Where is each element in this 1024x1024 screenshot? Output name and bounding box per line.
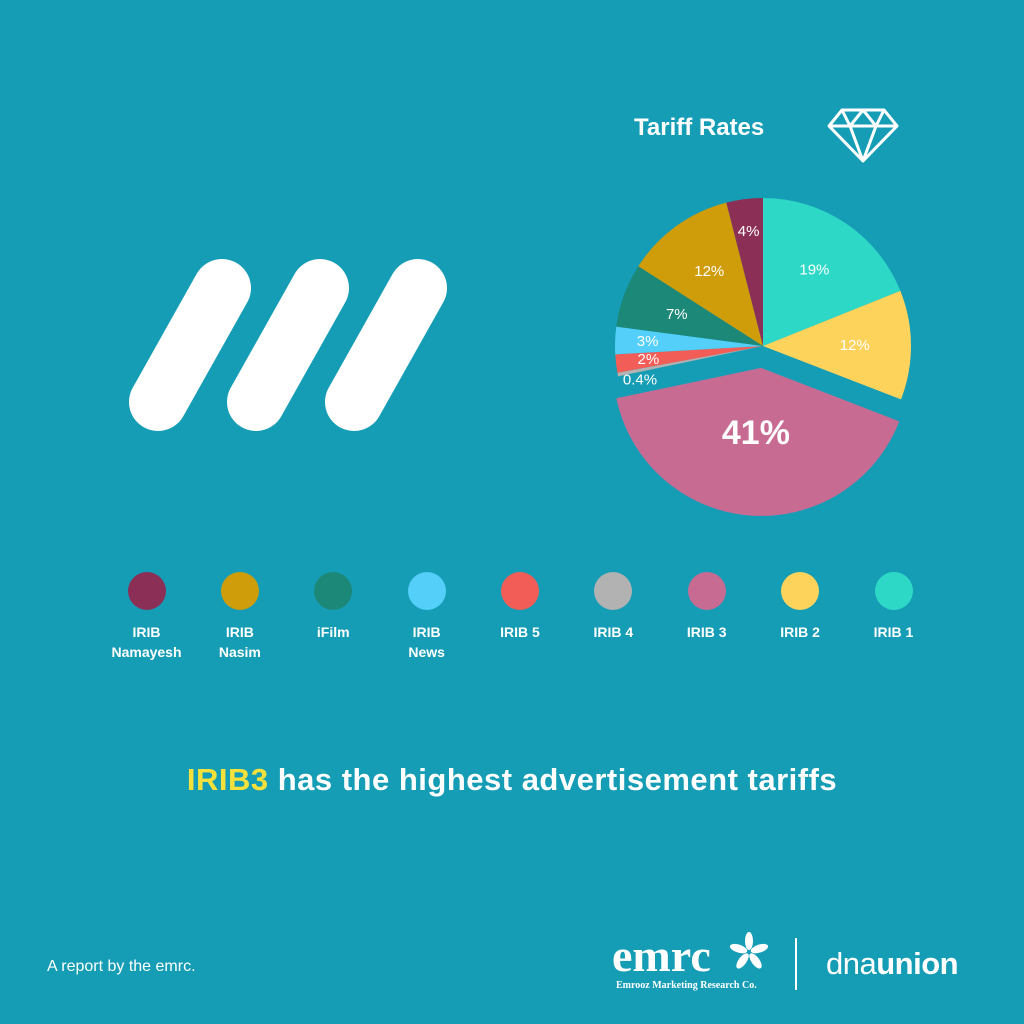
pie-label-irib-4: 0.4% (623, 372, 657, 389)
legend-label-ifilm: iFilm (316, 624, 350, 640)
pie-label-irib-5: 2% (638, 351, 660, 368)
pie-label-irib-news: 3% (637, 333, 659, 350)
brand-mark-logo (129, 259, 447, 431)
legend-label-irib-1: IRIB 1 (873, 624, 914, 640)
legend-swatch-irib-nasim (220, 572, 259, 610)
legend-item-irib-4: IRIB 4 (567, 572, 660, 672)
legend-item-ifilm: iFilm (287, 572, 380, 672)
headline: IRIB3 has the highest advertisement tari… (0, 762, 1024, 798)
pie-label-irib-2: 12% (840, 337, 870, 354)
logo-divider (795, 938, 797, 990)
pie-label-ifilm: 7% (666, 306, 688, 323)
dnaunion-logo-bold: union (876, 946, 959, 981)
pie-slice-irib-1 (763, 198, 901, 346)
pie-slice-irib-news (615, 326, 763, 355)
legend-item-irib-5: IRIB 5 (474, 572, 567, 672)
pie-label-irib-1: 19% (799, 261, 829, 278)
legend-label-irib-3: IRIB 3 (686, 624, 727, 640)
dnaunion-logo: dnaunion (826, 946, 959, 982)
pie-label-irib-namayesh: 4% (738, 223, 760, 240)
legend-swatch-ifilm (314, 572, 353, 610)
legend-item-irib-3: IRIB 3 (660, 572, 753, 672)
pie-chart: 19% 12% 41% 0.4% 2%3% 7% 12% 4% (615, 198, 911, 516)
emrc-tagline: Emrooz Marketing Research Co. (616, 980, 757, 991)
pie-slice-irib-nasim (638, 202, 763, 346)
legend-label-irib-news: IRIB News (408, 624, 445, 660)
legend-swatch-irib-namayesh (127, 572, 166, 610)
emrc-wordmark: emrc (612, 930, 711, 981)
pie-slice-irib-2 (763, 290, 911, 400)
legend-swatch-irib-1 (874, 572, 913, 610)
pie-slice-irib-3 (616, 367, 900, 516)
legend-label-irib-4: IRIB 4 (593, 624, 634, 640)
pie-slice-irib-5 (615, 346, 763, 373)
legend-swatch-irib-2 (781, 572, 820, 610)
legend-label-irib-2: IRIB 2 (780, 624, 820, 640)
dnaunion-logo-light: dna (826, 946, 877, 981)
pie-slice-ifilm (616, 266, 763, 346)
legend-swatch-irib-4 (594, 572, 633, 610)
pie-slice-irib-4 (617, 346, 763, 377)
legend-label-irib-5: IRIB 5 (500, 624, 540, 640)
legend-item-irib-namayesh: IRIB Namayesh (100, 572, 193, 672)
emrc-logo: emrc Emrooz Marketing Research Co. (612, 930, 782, 1000)
chart-legend: IRIB Namayesh IRIB Nasim iFilm IRIB News IRIB 5… (100, 572, 940, 672)
headline-text: has the highest advertisement tariffs (268, 762, 838, 797)
footer-note: A report by the emrc. (47, 958, 196, 975)
pie-label-irib-nasim: 12% (694, 263, 724, 280)
legend-swatch-irib-news (407, 572, 446, 610)
legend-item-irib-1: IRIB 1 (847, 572, 940, 672)
headline-highlight: IRIB3 (186, 762, 269, 797)
legend-item-irib-nasim: IRIB Nasim (193, 572, 286, 672)
pie-label-irib-3: 41% (722, 414, 790, 452)
legend-label-irib-namayesh: IRIB Namayesh (111, 624, 182, 660)
chart-title: Tariff Rates (634, 114, 765, 141)
legend-item-irib-news: IRIB News (380, 572, 473, 672)
legend-swatch-irib-3 (687, 572, 726, 610)
legend-swatch-irib-5 (501, 572, 539, 610)
pie-slice-irib-namayesh (726, 198, 763, 346)
legend-label-irib-nasim: IRIB Nasim (218, 624, 261, 660)
asterisk-icon (729, 932, 769, 969)
legend-item-irib-2: IRIB 2 (754, 572, 847, 672)
diamond-icon (827, 108, 899, 163)
